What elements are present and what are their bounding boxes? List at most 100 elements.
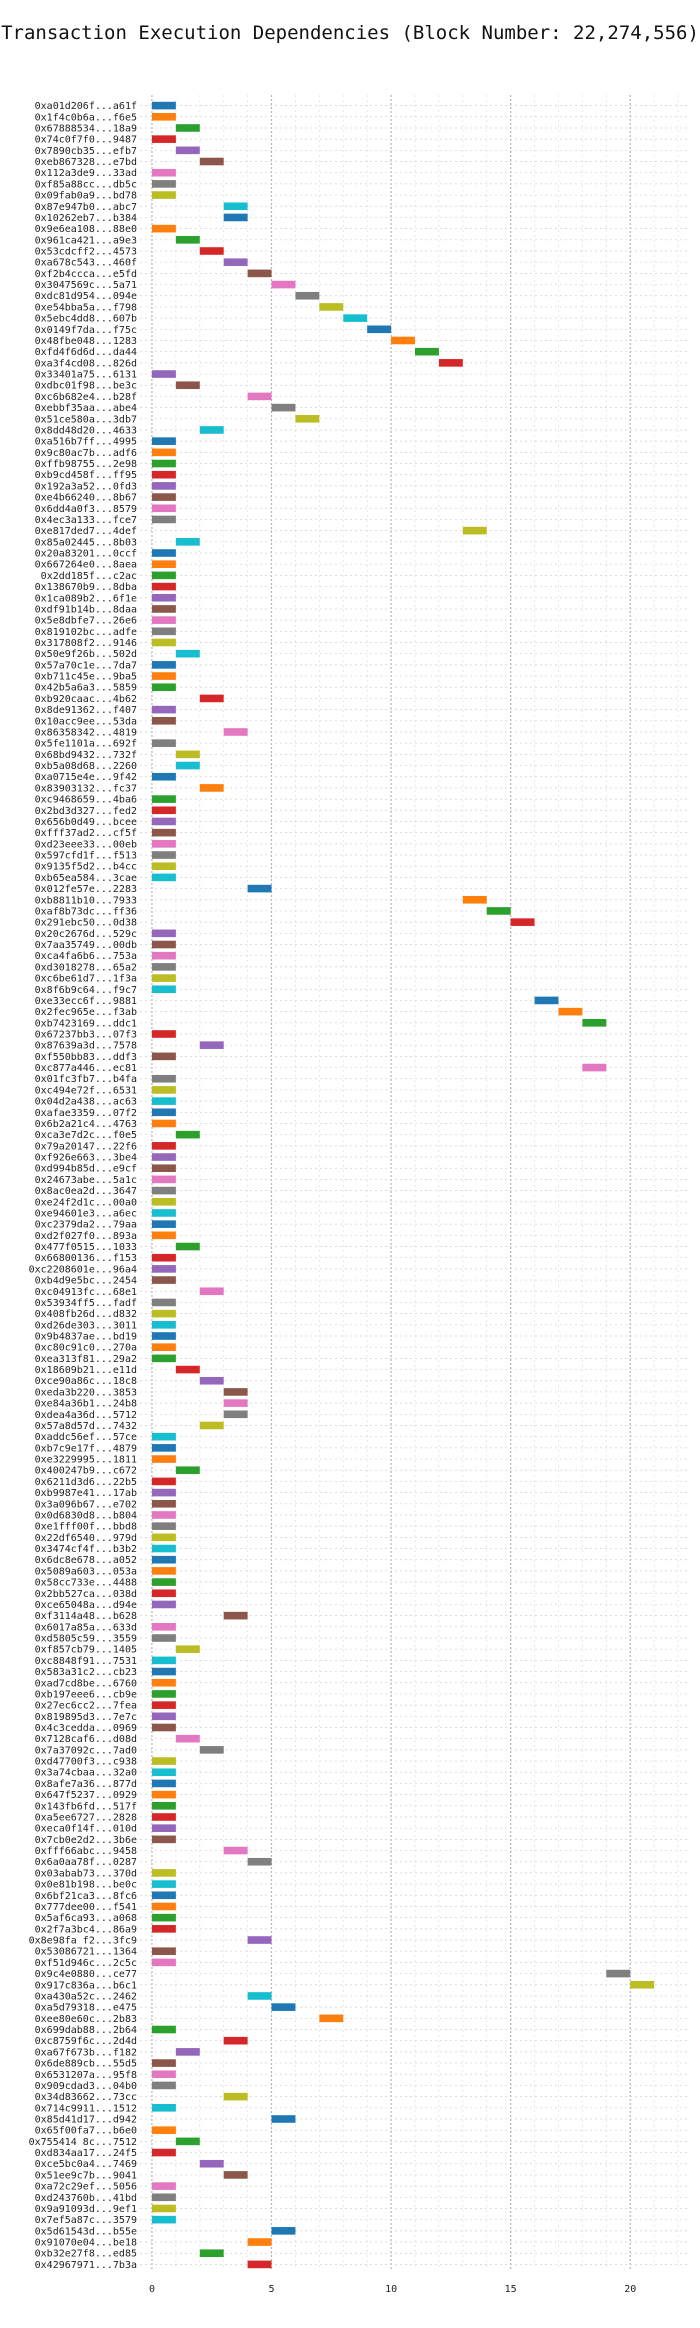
- transaction-bar: [151, 974, 176, 982]
- y-tick-label: 0x3a096b67...e702: [35, 1499, 137, 1510]
- y-tick-label: 0xd5805c59...3559: [35, 1634, 137, 1645]
- transaction-bar: [271, 403, 296, 412]
- grid-lines: [140, 95, 690, 2270]
- transaction-bar: [151, 1142, 176, 1150]
- y-tick-label: 0xc2208601e...96a4: [29, 1264, 137, 1275]
- y-tick-label: 0xf926e663...3be4: [35, 1153, 137, 1164]
- transaction-bar: [151, 1801, 176, 1810]
- y-tick-label: 0xeda3b220...3853: [35, 1387, 137, 1398]
- transaction-bar: [462, 895, 487, 904]
- y-tick-label: 0x8dd48d20...4633: [35, 425, 137, 436]
- transaction-bar: [151, 1074, 176, 1083]
- y-tick-label: 0xb711c45e...9ba5: [35, 672, 137, 683]
- y-tick-label: 0xd994b85d...e9cf: [35, 1164, 137, 1175]
- transaction-bar: [151, 929, 176, 938]
- y-tick-label: 0xe54bba5a...f798: [35, 302, 137, 313]
- y-tick-label: 0xe33ecc6f...9881: [35, 996, 137, 1007]
- y-tick-label: 0x9c4e0880...ce77: [35, 1969, 137, 1980]
- transaction-bar: [151, 1455, 176, 1463]
- transaction-bar: [151, 1634, 176, 1642]
- y-tick-label: 0x5ebc4dd8...607b: [35, 314, 137, 325]
- y-tick-label: 0xf3114a48...b628: [35, 1611, 137, 1622]
- transaction-bar: [151, 1511, 176, 1519]
- y-tick-label: 0x57a70c1e...7da7: [35, 660, 137, 671]
- transaction-bar: [151, 459, 176, 468]
- transaction-bar: [367, 325, 392, 334]
- transaction-bar: [295, 291, 320, 300]
- transaction-bar: [151, 2025, 176, 2034]
- transaction-bar: [151, 963, 176, 971]
- transaction-bar: [247, 1936, 272, 1944]
- y-tick-label: 0xca3e7d2c...f0e5: [35, 1130, 137, 1141]
- y-tick-label: 0xf51d946c...2c5c: [35, 1958, 137, 1969]
- transaction-bar: [151, 224, 176, 233]
- y-tick-label: 0x192a3a52...0fd3: [35, 481, 137, 492]
- y-tick-label: 0x68bd9432...732f: [35, 750, 137, 761]
- y-tick-label: 0xa67f673b...f182: [35, 2047, 137, 2058]
- y-tick-label: 0x961ca421...a9e3: [35, 235, 137, 246]
- transaction-bar: [151, 2215, 176, 2224]
- transaction-bar: [151, 772, 176, 781]
- y-tick-label: 0xb9987e41...17ab: [35, 1488, 137, 1499]
- y-tick-label: 0xfd4f6d6d...da44: [35, 347, 137, 358]
- y-tick-label: 0x9e6ea108...88e0: [35, 224, 137, 235]
- transaction-bar: [558, 1007, 583, 1016]
- transaction-bar: [486, 907, 511, 915]
- y-tick-label: 0xc80c91c0...270a: [35, 1343, 137, 1354]
- y-tick-label: 0x53086721...1364: [35, 1947, 137, 1958]
- transaction-bar: [175, 538, 200, 546]
- transaction-bar: [175, 2137, 200, 2146]
- transaction-bar: [271, 280, 296, 289]
- transaction-bar: [151, 1623, 176, 1631]
- transaction-bar: [151, 1869, 176, 1877]
- transaction-bar: [151, 1768, 176, 1777]
- transaction-bar: [151, 862, 176, 871]
- transaction-bar: [151, 1432, 176, 1441]
- transaction-bar: [223, 1399, 248, 1407]
- transaction-bar: [151, 1712, 176, 1721]
- transaction-bar: [151, 940, 176, 949]
- y-tick-label: 0xce65048a...d94e: [35, 1600, 137, 1611]
- y-tick-label: 0xc494e72f...6531: [35, 1085, 137, 1096]
- y-tick-label: 0xebbf35aa...abe4: [35, 403, 137, 414]
- y-tick-label: 0x819895d3...7e7c: [35, 1712, 137, 1723]
- y-tick-label: 0x01fc3fb7...b4fa: [35, 1074, 137, 1085]
- transaction-bar: [151, 1690, 176, 1698]
- transaction-bar: [151, 1253, 176, 1262]
- transaction-bar: [151, 1332, 176, 1340]
- transaction-bar: [151, 2182, 176, 2190]
- y-tick-label: 0x85d41d17...d942: [35, 2114, 137, 2125]
- y-tick-label: 0x34d83662...73cc: [35, 2092, 137, 2103]
- y-tick-label: 0xb4d9e5bc...2454: [35, 1276, 137, 1287]
- transaction-bar: [151, 605, 176, 613]
- y-tick-label: 0x909cdad3...04b0: [35, 2081, 137, 2092]
- y-tick-label: 0x667264e0...8aea: [35, 560, 137, 571]
- transaction-bar: [151, 1220, 176, 1228]
- y-tick-label: 0x3047569c...5a71: [35, 280, 137, 291]
- y-tick-label: 0x66800136...f153: [35, 1253, 137, 1264]
- y-tick-label: 0x5d61543d...b55e: [35, 2226, 137, 2237]
- transaction-bar: [151, 795, 176, 803]
- transaction-bar: [151, 1656, 176, 1665]
- transaction-bar: [151, 2081, 176, 2090]
- y-tick-label: 0xf857cb79...1405: [35, 1645, 137, 1656]
- transaction-bar: [151, 448, 176, 457]
- transaction-bar: [151, 1231, 176, 1240]
- y-tick-label: 0x7128caf6...d08d: [35, 1734, 137, 1745]
- y-tick-label: 0x138670b9...8dba: [35, 582, 137, 593]
- y-tick-label: 0xce90a86c...18c8: [35, 1376, 137, 1387]
- y-tick-label: 0x87639a3d...7578: [35, 1041, 137, 1052]
- y-tick-label: 0xc877a446...ec81: [35, 1063, 137, 1074]
- y-tick-label: 0x18609b21...e11d: [35, 1365, 137, 1376]
- y-tick-label: 0x57a8d57d...7432: [35, 1421, 137, 1432]
- y-tick-label: 0xa430a52c...2462: [35, 1991, 137, 2002]
- transaction-bar: [151, 112, 176, 121]
- bars: [151, 101, 655, 2269]
- transaction-bar: [151, 2126, 176, 2134]
- y-tick-label: 0xafae3359...07f2: [35, 1108, 137, 1119]
- y-tick-label: 0x27ec6cc2...7fea: [35, 1701, 137, 1712]
- y-tick-label: 0xee80e60c...2b83: [35, 2014, 137, 2025]
- transaction-bar: [151, 806, 176, 815]
- y-tick-label: 0xd243760b...41bd: [35, 2193, 137, 2204]
- y-tick-label: 0x1f4c0b6a...f6e5: [35, 112, 137, 123]
